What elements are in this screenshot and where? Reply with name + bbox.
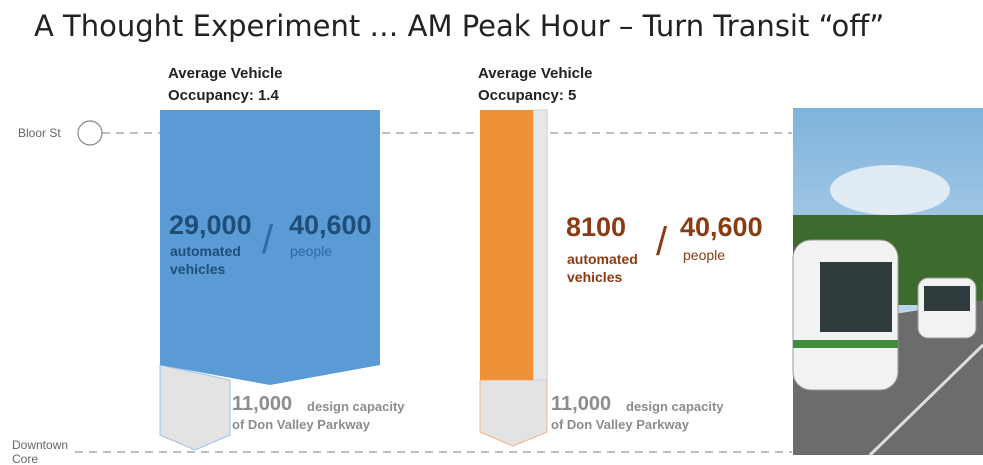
capacity-label: design capacity xyxy=(307,400,405,413)
capacity-shape xyxy=(160,365,230,450)
capacity-shape xyxy=(480,380,547,446)
slide: A Thought Experiment … AM Peak Hour – Tu… xyxy=(0,0,983,465)
capacity-label: of Don Valley Parkway xyxy=(232,418,370,431)
people: 40,600 xyxy=(680,214,763,241)
heading: Occupancy: 1.4 xyxy=(168,88,279,103)
vehicles: 29,000 xyxy=(169,212,252,239)
heading: Average Vehicle xyxy=(168,66,283,81)
station-label: Bloor St xyxy=(18,127,61,139)
capacity: 11,000 xyxy=(551,394,611,414)
separator: / xyxy=(656,222,667,262)
vehicles-label: automated xyxy=(567,252,638,266)
heading: Average Vehicle xyxy=(478,66,593,81)
title: A Thought Experiment … AM Peak Hour – Tu… xyxy=(34,12,884,41)
people: 40,600 xyxy=(289,212,372,239)
capacity-label: of Don Valley Parkway xyxy=(551,418,689,431)
vehicles: 8100 xyxy=(566,214,626,241)
vehicles-label: vehicles xyxy=(567,270,622,284)
vehicles-label: vehicles xyxy=(170,262,225,276)
heading: Occupancy: 5 xyxy=(478,88,576,103)
station-label: Downtown xyxy=(12,439,68,451)
station-label: Core xyxy=(12,453,38,465)
station-circle xyxy=(78,121,102,145)
photo xyxy=(793,108,983,455)
separator: / xyxy=(262,220,273,260)
vehicles-label: automated xyxy=(170,244,241,258)
people-label: people xyxy=(290,244,332,258)
people-label: people xyxy=(683,248,725,262)
demand-shape xyxy=(480,110,533,380)
capacity-label: design capacity xyxy=(626,400,724,413)
capacity-strip xyxy=(533,110,547,380)
capacity: 11,000 xyxy=(232,394,292,414)
